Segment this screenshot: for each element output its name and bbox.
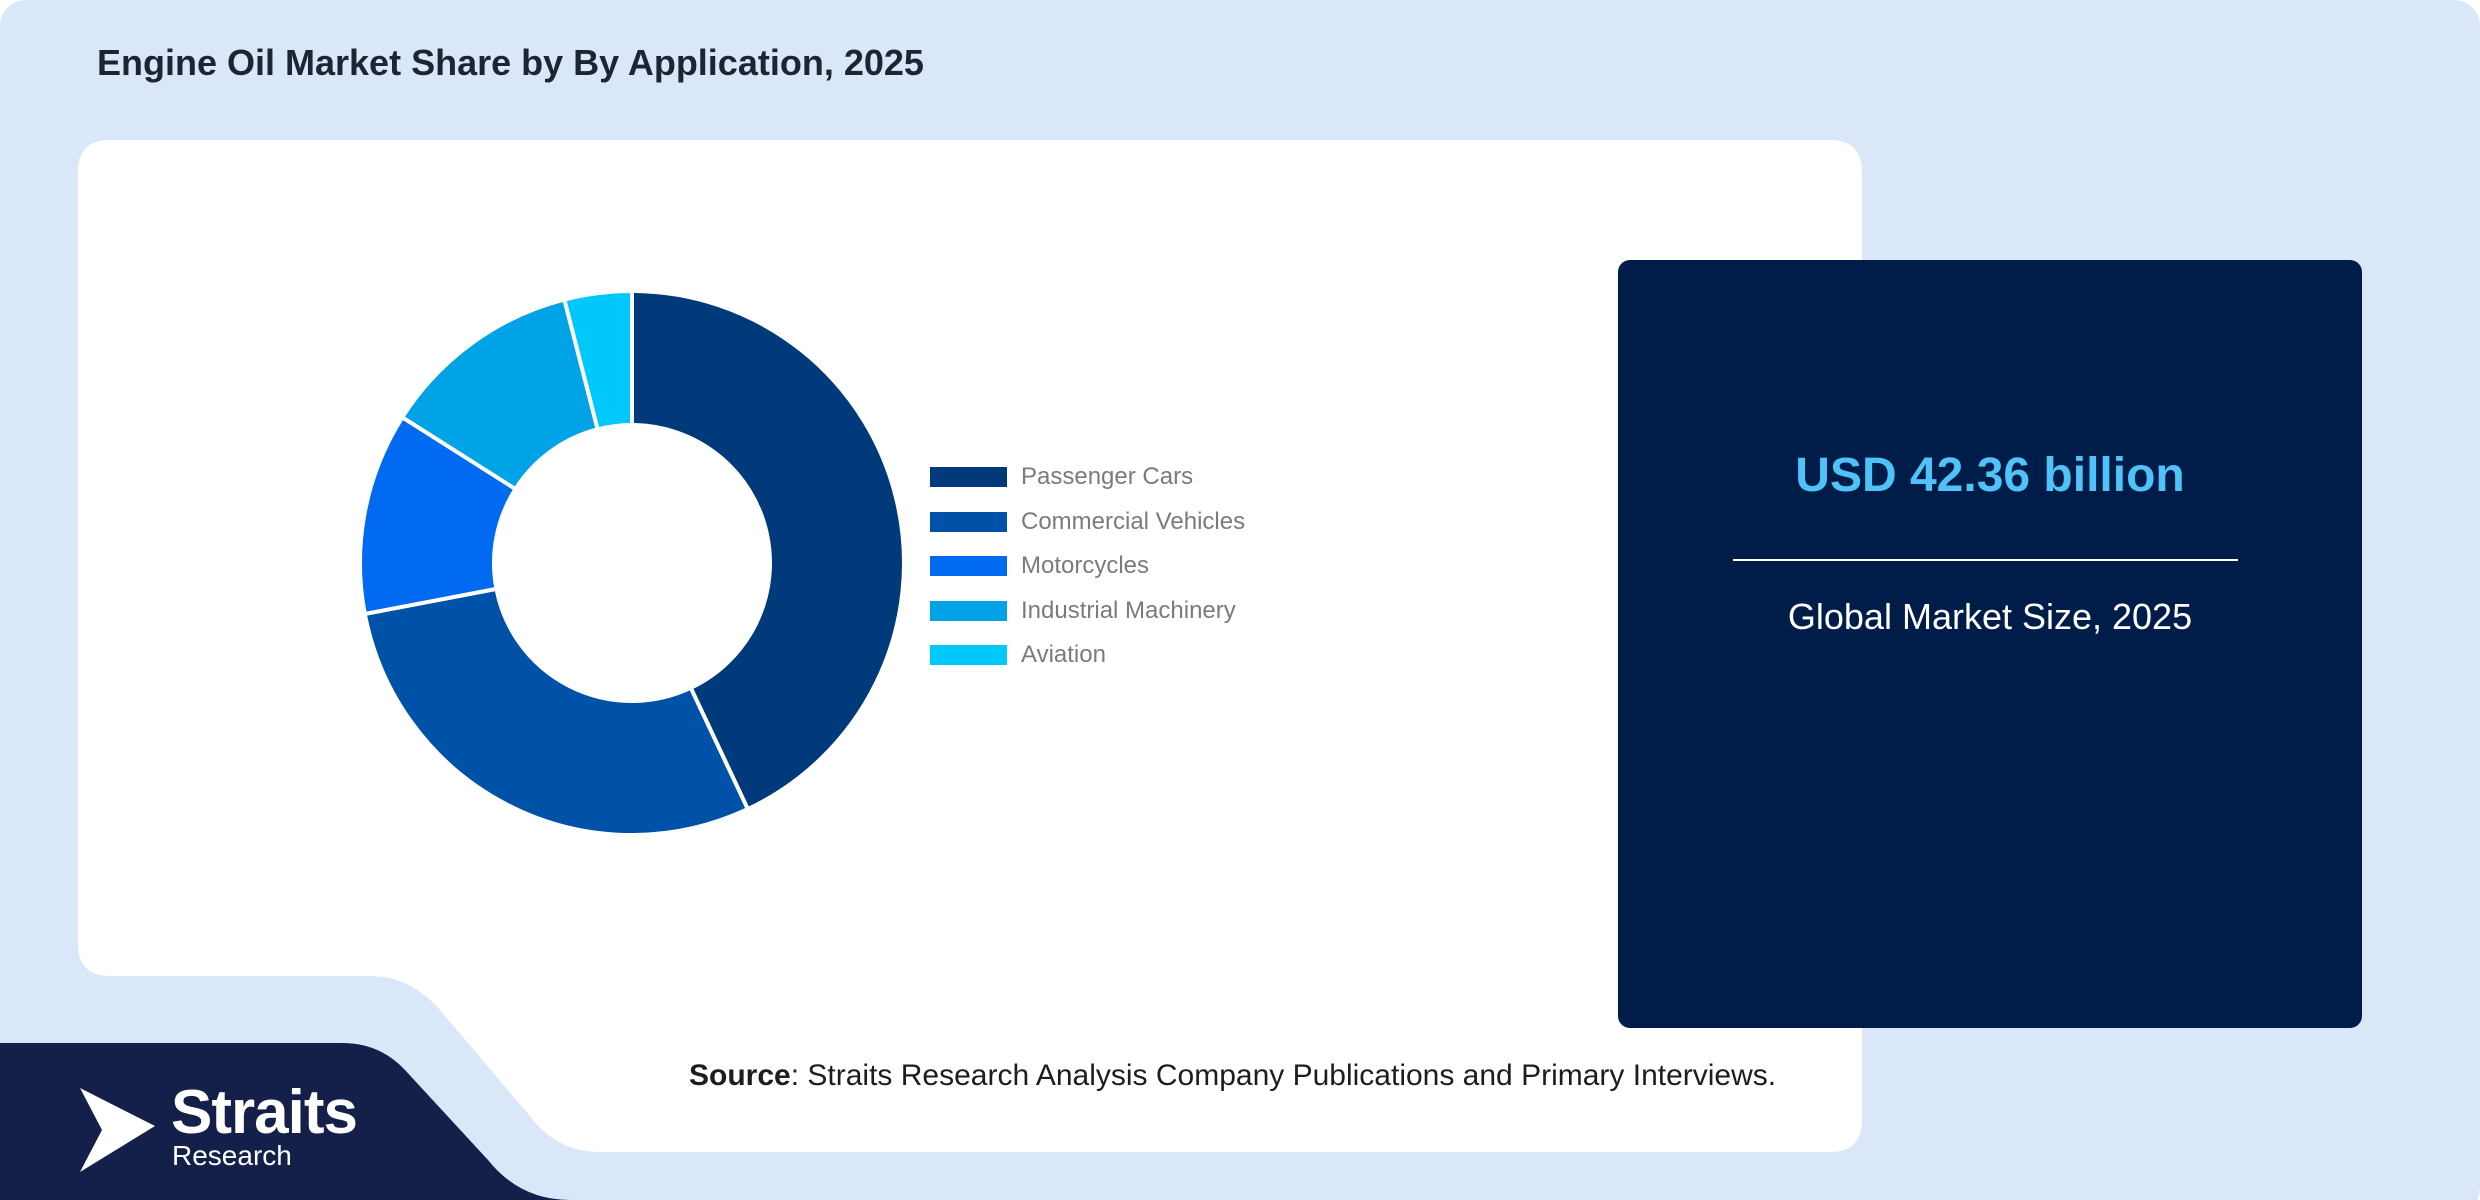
legend-item: Commercial Vehicles: [930, 500, 1245, 545]
logo-wordmark: Straits: [171, 1078, 358, 1147]
source-note: Source: Straits Research Analysis Compan…: [689, 1059, 1776, 1093]
legend-swatch: [930, 600, 1007, 621]
source-text: : Straits Research Analysis Company Publ…: [790, 1059, 1777, 1092]
donut-chart: [358, 288, 906, 837]
donut-slice-passenger-cars: [630, 288, 906, 812]
legend-swatch: [930, 511, 1007, 532]
chart-legend: Passenger Cars Commercial Vehicles Motorcy…: [930, 455, 1245, 678]
logo-background: [0, 1043, 570, 1200]
legend-label: Aviation: [1021, 641, 1106, 669]
legend-item: Passenger Cars: [930, 455, 1245, 500]
play-arrow-icon: [80, 1088, 155, 1172]
legend-item: Aviation: [930, 633, 1245, 678]
legend-swatch: [930, 556, 1007, 577]
legend-label: Industrial Machinery: [1021, 596, 1236, 624]
market-size-card: [1618, 260, 2362, 1028]
legend-item: Industrial Machinery: [930, 589, 1245, 634]
source-label: Source: [689, 1059, 791, 1092]
legend-label: Motorcycles: [1021, 552, 1150, 580]
legend-swatch: [930, 645, 1007, 666]
chart-title: Engine Oil Market Share by By Applicatio…: [97, 42, 924, 83]
market-size-value: USD 42.36 billion: [1795, 449, 2185, 502]
legend-label: Commercial Vehicles: [1021, 507, 1246, 535]
donut-slice-aviation: [561, 288, 634, 432]
stat-divider: [1733, 559, 2238, 561]
legend-label: Passenger Cars: [1021, 463, 1194, 491]
market-size-label: Global Market Size, 2025: [1787, 596, 2193, 637]
donut-slice-commercial-vehicles: [362, 586, 751, 837]
logo-subtitle: Research: [172, 1140, 292, 1171]
legend-item: Motorcycles: [930, 544, 1245, 589]
legend-swatch: [930, 467, 1007, 488]
